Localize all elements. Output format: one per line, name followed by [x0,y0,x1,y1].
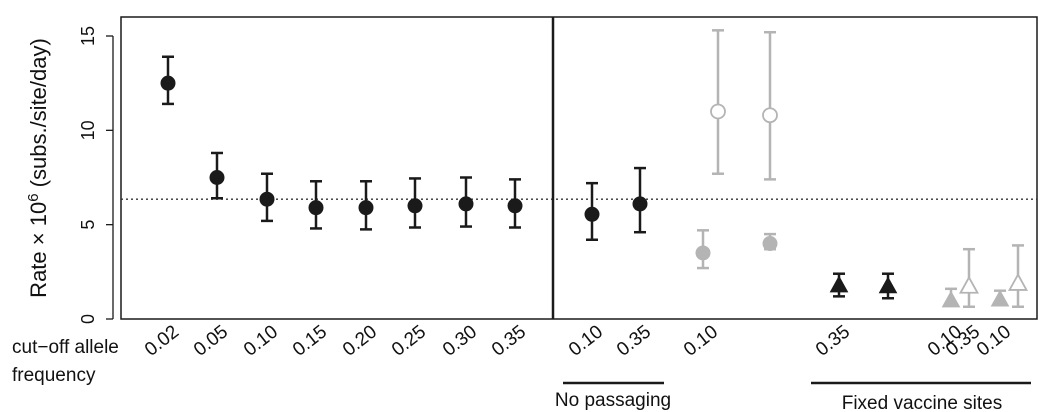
x-tick-label: 0.05 [190,321,232,360]
x-tick-label: 0.25 [388,321,430,360]
fixed-vaccine-sites-label: Fixed vaccine sites [842,393,1003,412]
data-point [829,272,849,298]
triangle-marker [1007,272,1029,291]
data-point [209,151,225,200]
circle-marker [407,198,423,214]
data-point [710,29,726,175]
circle-marker [507,198,523,214]
triangle-marker [941,290,961,308]
circle-marker [458,196,474,212]
circle-marker [358,200,374,216]
circle-marker [762,107,778,124]
y-tick-label: 5 [78,220,98,230]
circle-marker [209,170,225,185]
y-axis-label: Rate × 106 (subs./site/day) [25,38,51,298]
no-passaging-label: No passaging [555,390,671,411]
data-point [762,232,778,252]
data-points [160,29,1029,308]
circle-marker [259,191,275,207]
data-point [695,229,711,270]
x-tick-labels: 0.02 0.05 0.10 0.15 0.20 0.25 0.30 0.35 0.10 0.35… [141,321,1015,360]
data-point [958,247,980,308]
x-axis-title-line-1: cut−off allele [12,337,119,358]
circle-marker [632,196,648,212]
y-tick-label: 15 [78,26,98,46]
y-axis-label-text: Rate × 10 [26,202,51,298]
x-axis-title-line-2: frequency [12,365,96,386]
data-point [160,55,176,106]
circle-marker [710,103,726,120]
data-point [990,289,1010,307]
x-tick-label: 0.02 [141,321,183,360]
data-point [308,180,324,230]
data-point [762,30,778,181]
x-tick-label: 0.10 [565,321,607,360]
y-axis-label-exponent: 6 [25,193,42,201]
triangle-marker [990,289,1010,307]
x-tick-label: 0.15 [289,321,331,360]
data-point [507,178,523,229]
triangle-marker [958,275,980,294]
circle-marker [762,236,778,252]
plot-box [120,16,1038,320]
data-point [407,177,423,229]
y-axis-label-unit: (subs./site/day) [26,38,51,193]
x-tick-label: 0.10 [973,321,1015,360]
data-point [584,181,600,242]
x-tick-label: 0.35 [613,321,655,360]
data-point [941,287,961,308]
y-tick-label: 10 [78,120,98,140]
circle-marker [308,200,324,216]
x-tick-label: 0.30 [439,321,481,360]
data-point [458,176,474,228]
x-tick-label: 0.10 [240,321,282,360]
y-axis: 0 5 10 15 [78,26,114,324]
data-point [1007,244,1029,308]
plot-frame [120,16,1038,320]
data-point [878,272,898,300]
triangle-marker [829,275,849,293]
x-tick-label: 0.20 [339,321,381,360]
y-tick-label: 0 [78,314,98,324]
circle-marker [160,75,176,91]
x-tick-label: 0.10 [680,321,722,360]
x-tick-label: 0.35 [812,321,854,360]
triangle-marker [878,276,898,294]
circle-marker [584,206,600,222]
x-tick-label: 0.35 [488,321,530,360]
circle-marker [695,245,711,261]
data-point [632,166,648,234]
data-point [358,180,374,231]
data-point [259,172,275,223]
